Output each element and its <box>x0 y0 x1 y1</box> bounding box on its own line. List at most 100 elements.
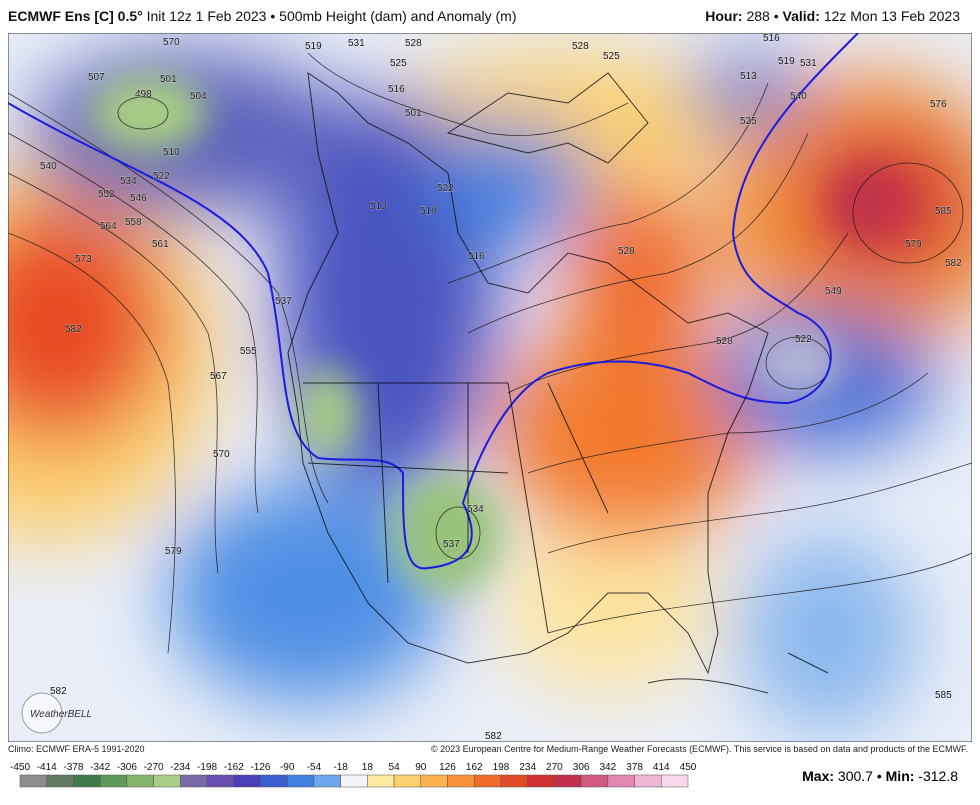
colorbar-swatch <box>393 774 422 788</box>
colorbar-swatch <box>634 774 662 788</box>
valid-value: 12z Mon 13 Feb 2023 <box>823 8 960 24</box>
header-title: ECMWF Ens [C] 0.5° Init 12z 1 Feb 2023 •… <box>8 8 516 24</box>
colorbar-tick-label: -414 <box>37 762 57 773</box>
contour-label: 555 <box>240 346 257 357</box>
contour-label: 585 <box>935 690 952 701</box>
contour-label: 549 <box>825 286 842 297</box>
colorbar-tick-label: 450 <box>680 762 697 773</box>
colorbar-tick-label: -126 <box>250 762 270 773</box>
colorbar-tick-label: 342 <box>599 762 616 773</box>
map: 570 507 498 501 504 510 522 534 546 540 552 558 561 5… <box>8 33 972 742</box>
contour-label: 519 <box>778 56 795 67</box>
colorbar-tick-label: -54 <box>307 762 322 773</box>
contour-label: 510 <box>163 147 180 158</box>
colorbar-tick-label: -234 <box>170 762 190 773</box>
contour-label: 540 <box>790 91 807 102</box>
colorbar-tick-label: 306 <box>573 762 590 773</box>
contour-label: 528 <box>716 336 733 347</box>
contour-label: 513 <box>370 201 387 212</box>
colorbar-swatch <box>73 774 101 788</box>
contour-label: 522 <box>437 183 454 194</box>
colorbar-tick-label: -270 <box>144 762 164 773</box>
colorbar-swatch <box>420 774 448 788</box>
contour-label: 540 <box>40 161 57 172</box>
contour-label: 528 <box>405 38 422 49</box>
max-label: Max: <box>802 768 835 784</box>
colorbar-swatch <box>527 774 555 788</box>
contour-label: 525 <box>740 116 757 127</box>
contour-label: 567 <box>210 371 227 382</box>
contour-label: 582 <box>945 258 962 269</box>
contour-label: 519 <box>305 41 322 52</box>
colorbar-tick-label: 270 <box>546 762 563 773</box>
contour-label: 525 <box>603 51 620 62</box>
valid-label: Valid: <box>782 8 820 24</box>
colorbar-tick-label: -162 <box>224 762 244 773</box>
colorbar-tick-label: 162 <box>466 762 483 773</box>
contour-label: 504 <box>190 91 207 102</box>
contour-label: 516 <box>763 33 780 44</box>
contour-label: 501 <box>405 108 422 119</box>
colorbar-swatch <box>447 774 475 788</box>
colorbar-tick-label: -306 <box>117 762 137 773</box>
colorbar-tick-label: 126 <box>439 762 456 773</box>
contour-label: 564 <box>100 221 117 232</box>
colorbar-swatch <box>607 774 635 788</box>
colorbar-swatch <box>46 774 74 788</box>
colorbar-swatch <box>554 774 582 788</box>
contour-label: 531 <box>348 38 365 49</box>
contour-label: 516 <box>468 251 485 262</box>
contour-label: 585 <box>935 206 952 217</box>
colorbar-swatch <box>313 774 341 788</box>
logo: WeatherBELL <box>21 692 92 734</box>
colorbar-tick-label: 198 <box>493 762 510 773</box>
colorbar-swatch <box>180 774 208 788</box>
colorbar-swatch <box>661 774 689 788</box>
colorbar-swatch <box>99 774 128 788</box>
contour-label: 507 <box>88 72 105 83</box>
contour-label: 552 <box>98 189 115 200</box>
description: Init 12z 1 Feb 2023 • 500mb Height (dam)… <box>146 8 517 24</box>
min-label: Min: <box>885 768 915 784</box>
contour-label: 516 <box>388 84 405 95</box>
colorbar-tick-label: 18 <box>362 762 374 773</box>
contour-label: 579 <box>905 239 922 250</box>
contour-label: 528 <box>572 41 589 52</box>
colorbar-tick-label: -342 <box>90 762 110 773</box>
climo: Climo: ECMWF ERA-5 1991-2020 <box>8 744 145 754</box>
colorbar-swatch <box>126 774 154 788</box>
contour-label: 570 <box>163 37 180 48</box>
colorbar-swatch <box>260 774 288 788</box>
colorbar-tick-label: -198 <box>197 762 217 773</box>
min-value: -312.8 <box>918 768 958 784</box>
colorbar-tick-label: 378 <box>626 762 643 773</box>
colorbar-swatch <box>367 774 395 788</box>
colorbar-tick-label: 54 <box>389 762 401 773</box>
contour-label: 534 <box>467 504 484 515</box>
max-min: Max: 300.7 • Min: -312.8 <box>802 768 958 784</box>
colorbar-tick-label: 414 <box>653 762 670 773</box>
colorbar-tick-label: 90 <box>415 762 427 773</box>
contour-label: 498 <box>135 89 152 100</box>
contour-label: 531 <box>800 58 817 69</box>
contour-label: 534 <box>120 176 137 187</box>
logo-text: WeatherBELL <box>30 709 92 720</box>
colorbar-swatch <box>19 774 47 788</box>
contour-label: 579 <box>165 546 182 557</box>
contour-label: 582 <box>50 686 67 697</box>
colorbar-swatch <box>286 774 315 788</box>
model-name: ECMWF Ens [C] 0.5° <box>8 8 143 24</box>
contour-label: 570 <box>213 449 230 460</box>
contour-label: 528 <box>618 246 635 257</box>
hour-value: 288 • <box>746 8 779 24</box>
contour-label: 558 <box>125 217 142 228</box>
contour-label: 576 <box>930 99 947 110</box>
contour-label: 582 <box>65 324 82 335</box>
contour-label: 525 <box>390 58 407 69</box>
colorbar-tick-label: 234 <box>519 762 536 773</box>
colorbar-swatch <box>473 774 502 788</box>
max-value: 300.7 • <box>837 768 882 784</box>
copyright: © 2023 European Centre for Medium-Range … <box>430 744 968 754</box>
hour-label: Hour: <box>705 8 743 24</box>
